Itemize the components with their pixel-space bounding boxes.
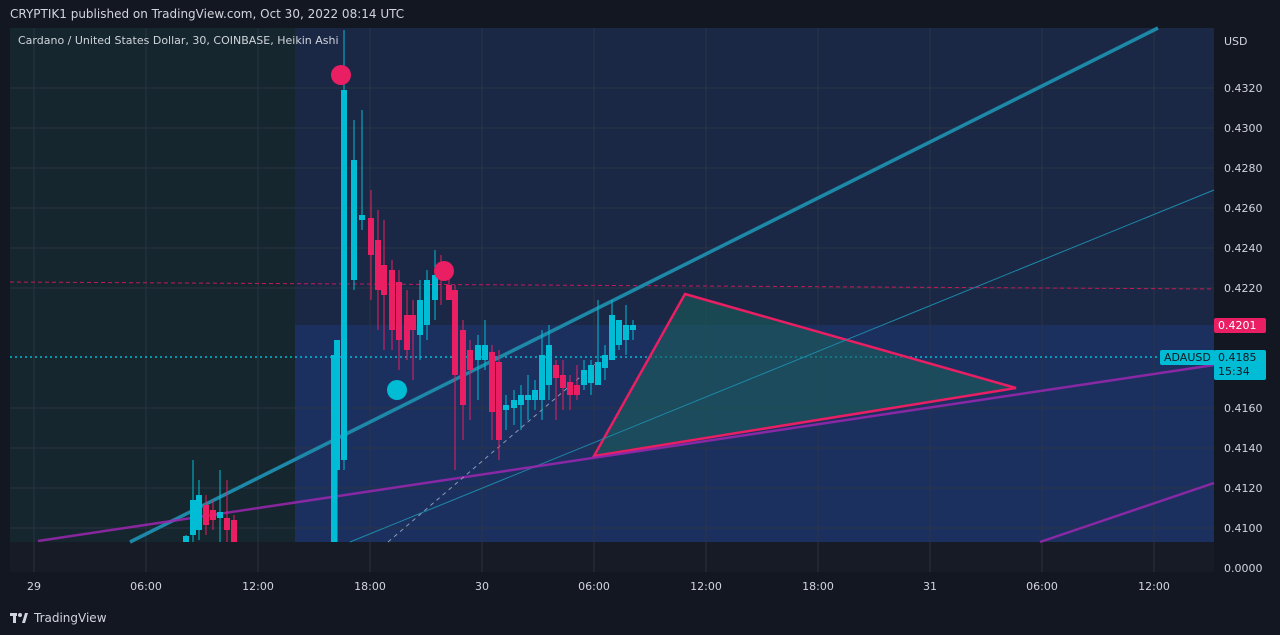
trend-line-thin[interactable] [349,189,1215,543]
buy-signal-marker[interactable] [387,380,407,400]
countdown-timer: 15:34 [1218,365,1250,378]
bearish-candle [410,315,416,330]
y-tick: 0.4140 [1224,442,1263,455]
bullish-candle [417,300,423,335]
bullish-candle [351,160,357,280]
bearish-candle [404,315,410,350]
bullish-candle [432,275,438,300]
bearish-candle [224,518,230,530]
bullish-candle [424,280,430,325]
x-tick: 29 [27,580,41,593]
bearish-candle [489,352,495,412]
tradingview-logo-icon [10,613,28,623]
last-price-value: 0.4185 [1218,351,1257,364]
bullish-candle [532,390,538,400]
publish-header: CRYPTIK1 published on TradingView.com, O… [10,7,405,21]
currency-label: USD [1224,35,1248,48]
sell-signal-marker[interactable] [434,261,454,281]
bullish-candle [518,395,524,405]
bearish-candle [496,362,502,440]
bullish-candle [588,365,594,383]
bullish-candle [539,355,545,400]
bearish-candle [553,365,559,378]
x-tick: 18:00 [354,580,386,593]
x-axis-labels: 29 06:00 12:00 18:00 30 06:00 12:00 18:0… [27,580,1170,593]
bullish-candle [190,500,196,535]
time-axis [10,572,1270,600]
bearish-candle [452,290,458,375]
alt-price-label: 0.4201 [1214,318,1266,333]
bullish-candle [359,215,365,220]
bearish-candle [460,330,466,405]
x-tick: 12:00 [690,580,722,593]
bullish-candle [616,320,622,345]
x-tick: 06:00 [578,580,610,593]
gridlines [10,28,1214,572]
dashed-trend-line [387,359,601,543]
bullish-candle [217,512,223,518]
price-axis [1214,28,1270,572]
x-tick: 12:00 [1138,580,1170,593]
bullish-candle [341,90,347,460]
x-tick: 06:00 [130,580,162,593]
y-tick: 0.4220 [1224,282,1263,295]
x-tick: 18:00 [802,580,834,593]
lower-pane [10,542,1214,572]
y-tick: 0.0000 [1224,562,1263,575]
bearish-candle [467,350,473,370]
x-tick: 12:00 [242,580,274,593]
bearish-candle [210,510,216,520]
y-tick: 0.4280 [1224,162,1263,175]
bullish-candle [334,340,340,470]
sell-signal-marker[interactable] [331,65,351,85]
footer: TradingView [10,611,107,625]
bearish-candle [368,218,374,255]
bullish-candle [623,325,629,340]
bearish-candle [567,382,573,395]
symbol-title[interactable]: Cardano / United States Dollar, 30, COIN… [18,34,339,47]
triangle-pattern[interactable] [591,292,1017,458]
bullish-candle [475,345,481,360]
bearish-candle [375,240,381,290]
bullish-candle [511,400,517,408]
y-tick: 0.4260 [1224,202,1263,215]
bearish-candle [396,282,402,340]
bearish-candle [560,375,566,388]
bullish-candle [546,345,552,385]
bullish-candle [581,370,587,385]
y-tick: 0.4300 [1224,122,1263,135]
bearish-candle [389,270,395,330]
bullish-candle [602,355,608,368]
bearish-candle [203,505,209,525]
bullish-candle [630,325,636,330]
bullish-candle [595,362,601,385]
bullish-candle [525,395,531,400]
bullish-candle [196,495,202,530]
y-tick: 0.4160 [1224,402,1263,415]
y-tick: 0.4320 [1224,82,1263,95]
x-tick: 06:00 [1026,580,1058,593]
ticker-label: ADAUSD [1160,350,1215,365]
x-tick: 30 [475,580,489,593]
bearish-candle [381,265,387,295]
bullish-candle [482,345,488,360]
bearish-candle [231,520,237,542]
y-axis-labels: 0.4320 0.4300 0.4280 0.4260 0.4240 0.422… [1224,82,1263,575]
resistance-dashed-line[interactable] [9,281,1215,290]
bearish-candle [574,385,580,395]
x-tick: 31 [923,580,937,593]
bullish-candle [609,315,615,360]
brand-name[interactable]: TradingView [34,611,107,625]
y-tick: 0.4240 [1224,242,1263,255]
purple-support-line[interactable] [37,363,1215,543]
y-tick: 0.4120 [1224,482,1263,495]
purple-channel-line[interactable] [1039,481,1215,544]
trend-line-main[interactable] [129,26,1159,544]
bearish-candle [446,285,452,300]
last-price-tag: 0.4185 15:34 [1214,350,1266,380]
bullish-candle [503,405,509,410]
bullish-candle [183,536,189,542]
y-tick: 0.4100 [1224,522,1263,535]
